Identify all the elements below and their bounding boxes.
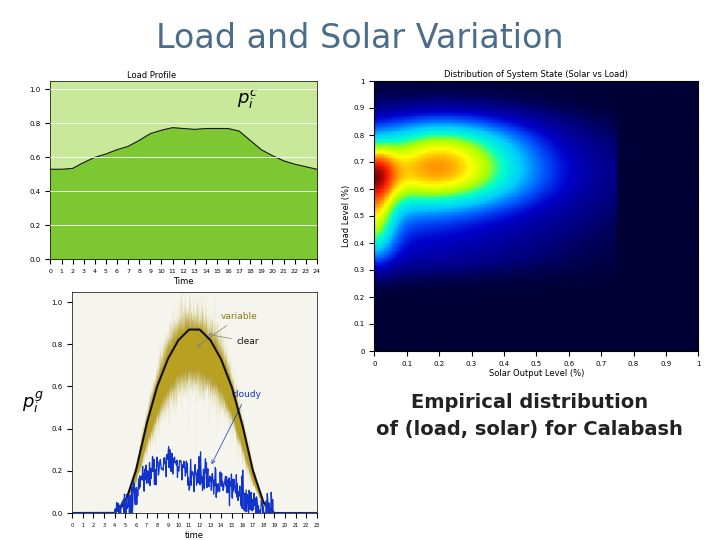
Y-axis label: Load Level (%): Load Level (%) <box>342 185 351 247</box>
X-axis label: time: time <box>185 530 204 539</box>
Title: Distribution of System State (Solar vs Load): Distribution of System State (Solar vs L… <box>444 70 629 79</box>
Text: Empirical distribution
of (load, solar) for Calabash: Empirical distribution of (load, solar) … <box>376 393 683 438</box>
Title: Load Profile: Load Profile <box>127 71 176 80</box>
X-axis label: Time: Time <box>174 276 194 286</box>
X-axis label: Solar Output Level (%): Solar Output Level (%) <box>489 369 584 379</box>
Text: cloudy: cloudy <box>212 390 261 463</box>
Text: $p_i^g$: $p_i^g$ <box>22 389 43 415</box>
Text: $p_i^c$: $p_i^c$ <box>237 88 258 111</box>
Text: variable: variable <box>197 312 258 347</box>
Text: Load and Solar Variation: Load and Solar Variation <box>156 22 564 55</box>
Text: clear: clear <box>209 333 259 346</box>
